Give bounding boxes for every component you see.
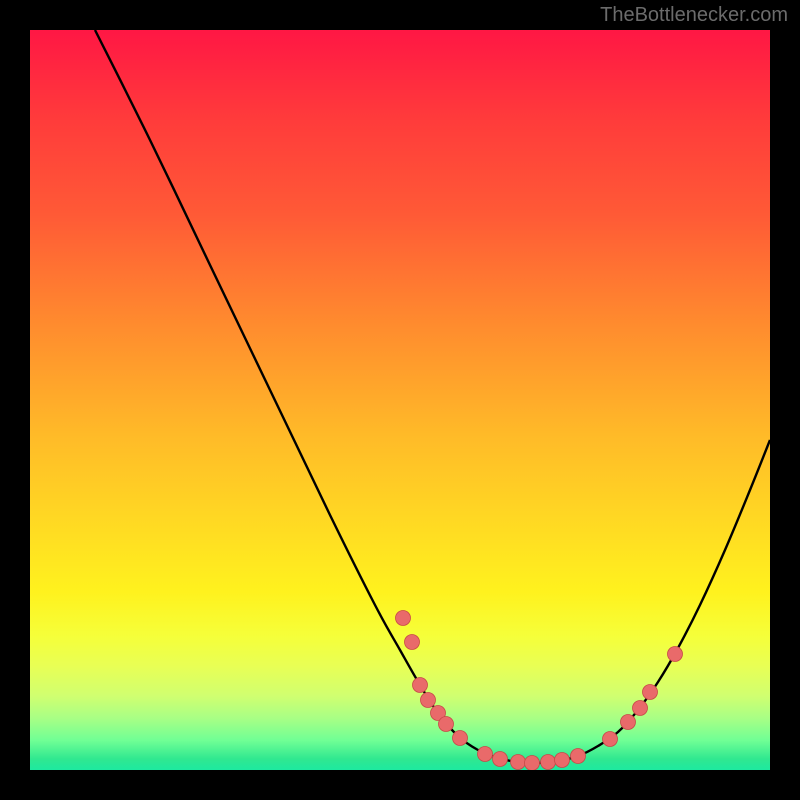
chart-marker — [478, 747, 493, 762]
chart-marker — [541, 755, 556, 770]
chart-marker — [571, 749, 586, 764]
chart-curve — [30, 30, 770, 770]
chart-marker — [525, 756, 540, 771]
chart-marker — [603, 732, 618, 747]
chart-marker — [396, 611, 411, 626]
chart-marker — [493, 752, 508, 767]
attribution-text: TheBottlenecker.com — [600, 4, 788, 27]
chart-marker — [668, 647, 683, 662]
chart-marker — [413, 678, 428, 693]
chart-marker — [405, 635, 420, 650]
chart-plot-area — [30, 30, 770, 770]
chart-marker — [555, 753, 570, 768]
chart-marker — [453, 731, 468, 746]
chart-marker — [439, 717, 454, 732]
chart-marker — [621, 715, 636, 730]
chart-marker — [421, 693, 436, 708]
chart-marker — [643, 685, 658, 700]
chart-marker — [511, 755, 526, 770]
chart-marker — [633, 701, 648, 716]
